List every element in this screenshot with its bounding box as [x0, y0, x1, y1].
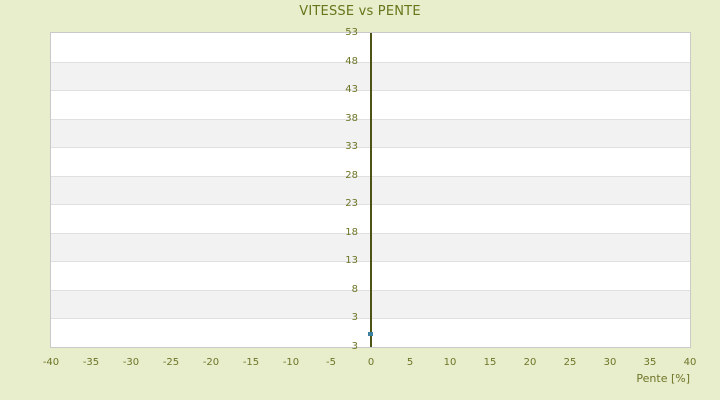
x-tick-label: -30: [122, 357, 140, 368]
x-tick-label: 30: [603, 357, 617, 368]
y-tick-label: 33: [345, 141, 358, 152]
data-point: [368, 332, 373, 336]
x-tick-label: 20: [523, 357, 537, 368]
x-tick-label: 35: [643, 357, 657, 368]
x-axis-title: Pente [%]: [636, 372, 690, 385]
y-tick-label: 18: [345, 227, 358, 238]
plot-area: [50, 32, 691, 348]
y-tick-label: 48: [345, 56, 358, 67]
y-tick-label: 43: [345, 84, 358, 95]
x-tick-label: -25: [162, 357, 180, 368]
y-tick-label: 53: [345, 27, 358, 38]
y-tick-label: 8: [351, 284, 358, 295]
x-tick-label: -20: [202, 357, 220, 368]
zero-vertical-line: [370, 33, 372, 347]
x-tick-label: -35: [82, 357, 100, 368]
x-tick-label: 25: [563, 357, 577, 368]
x-tick-label: -10: [282, 357, 300, 368]
y-tick-label: 3: [351, 312, 358, 323]
x-tick-label: 0: [367, 357, 375, 368]
y-tick-label: 28: [345, 170, 358, 181]
x-tick-label: 10: [443, 357, 457, 368]
y-tick-label: 13: [345, 255, 358, 266]
y-tick-label: 3: [351, 341, 358, 352]
x-tick-label: 40: [683, 357, 697, 368]
x-tick-label: -5: [326, 357, 336, 368]
x-tick-label: -40: [42, 357, 60, 368]
x-tick-label: -15: [242, 357, 260, 368]
x-tick-label: 15: [483, 357, 497, 368]
x-tick-label: 5: [406, 357, 414, 368]
y-tick-label: 23: [345, 198, 358, 209]
chart-title: VITESSE vs PENTE: [299, 4, 421, 19]
y-tick-label: 38: [345, 113, 358, 124]
